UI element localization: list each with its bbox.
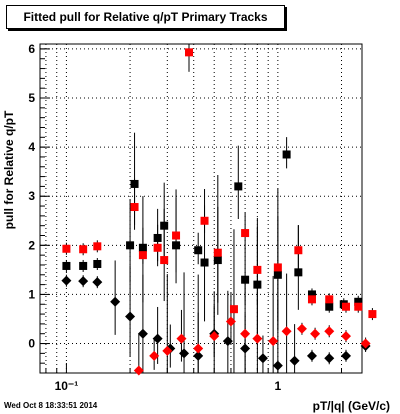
- black-square-point: [325, 302, 334, 311]
- red-diamond-point: [149, 350, 160, 361]
- red-square-point: [253, 265, 262, 274]
- black-square-point: [93, 259, 102, 268]
- black-square-point: [307, 290, 316, 299]
- red-square-point: [93, 242, 102, 251]
- red-diamond-point: [225, 316, 236, 327]
- black-diamond-point: [110, 296, 121, 307]
- x-tick-label: 10⁻¹: [55, 379, 79, 393]
- black-square-point: [160, 221, 169, 230]
- black-square-point: [194, 246, 203, 255]
- black-diamond-point: [240, 343, 251, 354]
- black-square-point: [234, 182, 243, 191]
- red-diamond-point: [240, 328, 251, 339]
- black-square-point: [153, 233, 162, 242]
- black-square-point: [79, 261, 88, 270]
- red-square-point: [138, 251, 147, 260]
- red-square-point: [62, 244, 71, 253]
- black-diamond-point: [137, 328, 148, 339]
- y-tick-label: 4: [28, 140, 35, 154]
- red-diamond-point: [340, 331, 351, 342]
- y-tick-label: 3: [28, 189, 35, 203]
- black-diamond-point: [61, 275, 72, 286]
- red-diamond-point: [310, 328, 321, 339]
- black-diamond-point: [152, 333, 163, 344]
- red-diamond-point: [193, 343, 204, 354]
- red-square-point: [368, 310, 377, 319]
- black-diamond-point: [289, 355, 300, 366]
- black-square-point: [354, 297, 363, 306]
- red-square-point: [341, 302, 350, 311]
- black-square-point: [62, 261, 71, 270]
- red-square-point: [200, 216, 209, 225]
- black-square-point: [273, 270, 282, 279]
- black-square-point: [253, 280, 262, 289]
- red-square-point: [307, 295, 316, 304]
- black-diamond-point: [125, 311, 136, 322]
- red-square-point: [273, 263, 282, 272]
- red-square-point: [185, 48, 194, 57]
- red-square-point: [294, 246, 303, 255]
- red-square-point: [153, 243, 162, 252]
- x-tick-label: 1: [275, 379, 282, 393]
- y-tick-label: 0: [28, 337, 35, 351]
- axis-ticks: [40, 48, 343, 374]
- red-diamond-point: [209, 331, 220, 342]
- red-diamond-point: [176, 333, 187, 344]
- y-tick-label: 5: [28, 91, 35, 105]
- red-square-point: [229, 305, 238, 314]
- black-square-point: [138, 243, 147, 252]
- black-diamond-point: [92, 277, 103, 288]
- black-diamond-point: [179, 348, 190, 359]
- plot-frame: [39, 43, 363, 374]
- red-square-point: [213, 248, 222, 257]
- black-square-point: [200, 258, 209, 267]
- data-markers: [61, 48, 377, 376]
- black-diamond-point: [272, 360, 283, 371]
- black-diamond-point: [257, 353, 268, 364]
- red-diamond-point: [133, 365, 144, 376]
- red-square-point: [79, 245, 88, 254]
- y-axis-label: pull for Relative q/pT: [2, 110, 16, 230]
- red-diamond-point: [360, 338, 371, 349]
- x-tick-labels: 10⁻¹ 1: [55, 379, 282, 393]
- black-square-point: [282, 150, 291, 159]
- red-square-point: [241, 229, 250, 238]
- red-diamond-point: [268, 336, 279, 347]
- chart-title-box: Fitted pull for Relative q/pT Primary Tr…: [6, 5, 285, 29]
- grid-lines: [40, 44, 362, 373]
- red-diamond-point: [281, 326, 292, 337]
- x-axis-label: pT/|q| (GeV/c): [312, 399, 390, 413]
- black-square-point: [172, 241, 181, 250]
- error-bars: [65, 44, 373, 373]
- black-square-point: [241, 275, 250, 284]
- red-square-point: [160, 256, 169, 265]
- red-diamond-point: [252, 333, 263, 344]
- red-square-point: [130, 203, 139, 212]
- black-square-point: [294, 268, 303, 277]
- red-square-point: [325, 295, 334, 304]
- red-diamond-point: [324, 326, 335, 337]
- red-diamond-point: [296, 323, 307, 334]
- chart-title: Fitted pull for Relative q/pT Primary Tr…: [23, 10, 268, 24]
- red-square-point: [172, 231, 181, 240]
- black-diamond-point: [340, 350, 351, 361]
- y-tick-label: 2: [28, 238, 35, 252]
- black-diamond-point: [78, 276, 89, 287]
- black-square-point: [126, 241, 135, 250]
- black-diamond-point: [324, 353, 335, 364]
- red-square-point: [354, 302, 363, 311]
- black-square-point: [130, 179, 139, 188]
- red-diamond-point: [162, 345, 173, 356]
- black-diamond-point: [193, 350, 204, 361]
- timestamp: Wed Oct 8 18:33:51 2014: [4, 401, 98, 410]
- black-diamond-point: [306, 350, 317, 361]
- black-square-point: [213, 256, 222, 265]
- y-tick-labels: 0 1 2 3 4 5 6: [28, 42, 35, 351]
- black-diamond-point: [222, 336, 233, 347]
- y-tick-label: 1: [28, 287, 35, 301]
- y-tick-label: 6: [28, 42, 35, 56]
